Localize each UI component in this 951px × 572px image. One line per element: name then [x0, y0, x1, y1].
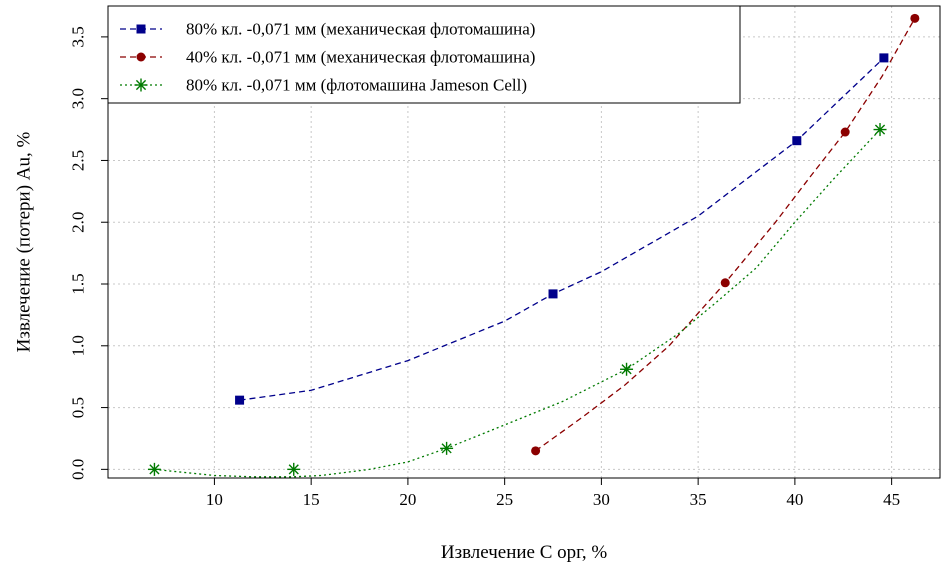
series-1-point-2	[840, 127, 850, 137]
x-axis-title: Извлечение С орг, %	[441, 542, 607, 563]
x-tick-label-4: 30	[593, 490, 610, 509]
legend-marker-2	[134, 78, 148, 92]
legend-label-1: 40% кл. -0,071 мм (механическая флотомаш…	[186, 48, 535, 67]
x-tick-label-7: 45	[883, 490, 900, 509]
series-0-point-3	[879, 53, 889, 63]
y-tick-label-1: 0.5	[69, 397, 88, 418]
series-0-point-0	[235, 395, 245, 405]
x-tick-label-6: 40	[786, 490, 803, 509]
series-1-point-0	[531, 446, 541, 456]
series-0-point-1	[548, 289, 558, 299]
x-tick-label-2: 20	[399, 490, 416, 509]
x-tick-label-3: 25	[496, 490, 513, 509]
y-tick-label-4: 2.0	[69, 212, 88, 233]
y-axis-title: Извлечение (потери) Au, %	[14, 131, 35, 352]
series-0	[235, 53, 889, 405]
series-2-point-2	[440, 441, 454, 455]
series-2	[147, 123, 887, 478]
series-1-line	[535, 18, 916, 452]
series-1-point-3	[910, 13, 920, 23]
series-2-point-4	[873, 123, 887, 137]
y-tick-label-2: 1.0	[69, 335, 88, 356]
series-2-point-0	[147, 462, 161, 476]
x-tick-label-5: 35	[690, 490, 707, 509]
series-2-line	[154, 129, 881, 478]
legend-marker-0	[136, 24, 146, 34]
x-tick-label-1: 15	[303, 490, 320, 509]
legend-box	[107, 5, 741, 104]
series-0-point-2	[792, 136, 802, 146]
legend-item-2: 80% кл. -0,071 мм (флотомашина Jameson C…	[120, 76, 527, 95]
series-1	[531, 13, 920, 456]
axes: 10 15 20 25 30 35 40 45 0.0 0.5 1.0 1.5 2.0 2.5 3.0 3.5	[69, 26, 901, 509]
legend: 80% кл. -0,071 мм (механическая флотомаш…	[107, 5, 741, 104]
y-tick-label-3: 1.5	[69, 273, 88, 294]
y-tick-label-0: 0.0	[69, 459, 88, 480]
y-tick-label-7: 3.5	[69, 26, 88, 47]
legend-label-2: 80% кл. -0,071 мм (флотомашина Jameson C…	[186, 76, 527, 95]
series-1-point-1	[720, 278, 730, 288]
y-tick-label-5: 2.5	[69, 150, 88, 171]
x-tick-label-0: 10	[206, 490, 223, 509]
y-tick-label-6: 3.0	[69, 88, 88, 109]
legend-label-0: 80% кл. -0,071 мм (механическая флотомаш…	[186, 20, 535, 39]
series-layer	[147, 13, 920, 478]
series-0-line	[239, 57, 885, 401]
legend-item-1: 40% кл. -0,071 мм (механическая флотомаш…	[120, 48, 535, 67]
legend-marker-1	[136, 52, 146, 62]
series-2-point-1	[287, 462, 301, 476]
series-2-point-3	[620, 362, 634, 376]
legend-item-0: 80% кл. -0,071 мм (механическая флотомаш…	[120, 20, 535, 39]
